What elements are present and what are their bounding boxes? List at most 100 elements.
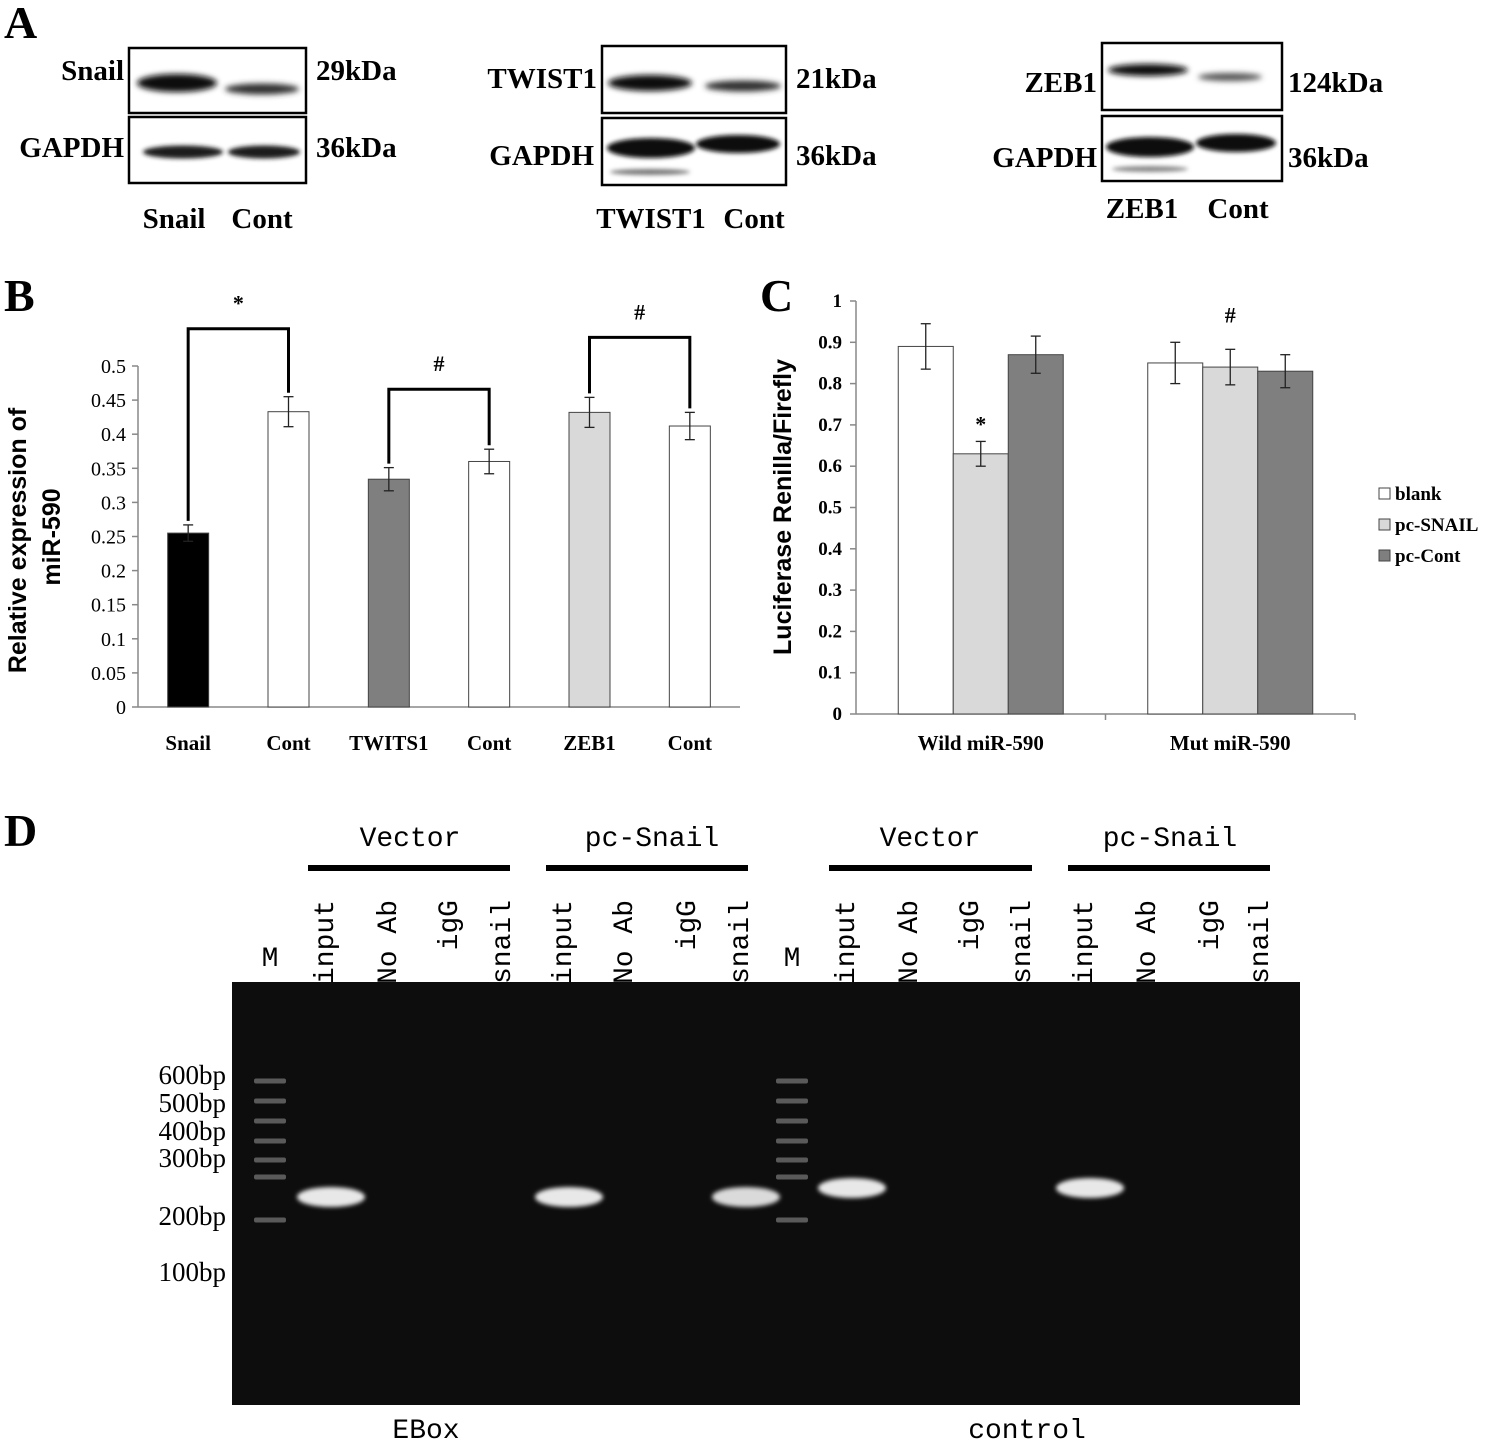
gel-band: [712, 1187, 780, 1207]
gel-ladder-band: [776, 1217, 808, 1223]
chart-b-significance-bracket: [186, 327, 290, 521]
blot-band-faint: [1112, 166, 1188, 172]
gel-group-header: Vector: [360, 824, 461, 855]
blot-twist1: TWIST1 21kDa GAPDH 36kDa TWIST1 Cont: [487, 44, 877, 235]
chart-c-category-label: Wild miR-590: [918, 731, 1044, 755]
chart-c-bar: [1257, 370, 1314, 715]
chart-c-category-label: Mut miR-590: [1170, 731, 1291, 755]
chart-b-bar: [267, 411, 310, 708]
chart-b-ytick-label: 0.1: [101, 629, 126, 651]
gel-lane-label: No Ab: [1133, 900, 1164, 984]
blot-target-label: TWIST1: [487, 63, 597, 95]
gel-lane-label: No Ab: [895, 900, 926, 984]
gel-lane-label: snail: [1246, 900, 1277, 984]
gel-ladder-band: [776, 1157, 808, 1163]
blot-band: [228, 145, 300, 159]
gel-lane-label: igG: [673, 900, 704, 950]
gel-lane-label: input: [549, 900, 580, 984]
chart-c-ytick-label: 0.6: [818, 456, 842, 477]
chart-c-bar: [1007, 354, 1064, 715]
gel-band: [535, 1187, 603, 1207]
chart-c-ytick-label: 0.1: [818, 663, 842, 684]
gel-lane-label: snail: [726, 900, 757, 984]
chart-b-ylabel-line1: Relative expression of: [4, 407, 32, 673]
chart-b-category-label: TWITS1: [349, 731, 428, 755]
gel-ladder-band: [254, 1118, 286, 1124]
blot-target-label: Snail: [61, 55, 124, 87]
panel-d: Vector pc-Snail Vector pc-Snail M input No Ab i…: [159, 824, 1300, 1441]
gel-lane-label: snail: [1008, 900, 1039, 984]
gel-lane-label: snail: [488, 900, 519, 984]
chart-b-significance-label: #: [434, 351, 445, 376]
blot-control-label: GAPDH: [489, 140, 594, 172]
chart-b-ytick-label: 0.4: [101, 424, 126, 446]
gel-lane-label: igG: [956, 900, 987, 950]
blot-band: [143, 145, 223, 159]
chart-b-bar: [468, 460, 511, 708]
chart-c-legend-label: pc-Cont: [1395, 546, 1461, 567]
chart-b-ytick-label: 0.15: [91, 595, 126, 617]
gel-size-label: 500bp: [159, 1088, 227, 1118]
gel-ladder-band: [776, 1138, 808, 1144]
panel-label-b: B: [4, 270, 35, 321]
chart-b-ytick-label: 0: [116, 697, 126, 719]
gel-marker-label: M: [262, 944, 279, 975]
chart-b-bar: [167, 532, 210, 708]
gel-lane-label: igG: [435, 900, 466, 950]
blot-band: [225, 83, 299, 95]
chart-c-ytick-label: 0.9: [818, 332, 842, 353]
blot-band: [1108, 64, 1188, 76]
gel-ladder-band: [254, 1217, 286, 1223]
chart-b-ytick-label: 0.05: [91, 663, 126, 685]
chart-b-ytick-label: 0.45: [91, 390, 126, 412]
blot-lane-label: Snail: [143, 203, 206, 235]
chart-c-ytick-label: 1: [833, 291, 843, 312]
blot-lane-label: Cont: [1207, 193, 1269, 225]
chart-c-ylabel: Luciferase Renilla/Firefly: [769, 359, 797, 655]
blot-target-kda: 124kDa: [1288, 67, 1384, 99]
panel-label-a: A: [4, 0, 37, 48]
gel-size-label: 200bp: [159, 1201, 227, 1231]
gel-group-header: pc-Snail: [1103, 824, 1237, 855]
chart-c-ytick-label: 0: [833, 704, 843, 725]
blot-band: [705, 80, 781, 92]
blot-lane-label: Cont: [231, 203, 293, 235]
chart-c-legend-swatch: [1378, 487, 1391, 500]
blot-band-faint: [610, 169, 690, 175]
chart-b-bar: [568, 411, 611, 708]
chart-c-bar: [1147, 362, 1204, 715]
chart-c-bar: [897, 345, 954, 715]
gel-ladder-band: [776, 1118, 808, 1124]
gel-ladder-band: [254, 1157, 286, 1163]
chart-c-bar: [952, 453, 1009, 715]
panel-label-d: D: [4, 805, 37, 856]
chart-b-ytick-label: 0.25: [91, 527, 126, 549]
blot-target-kda: 29kDa: [316, 55, 397, 87]
chart-b-ylabel: Relative expression of miR-590: [4, 401, 66, 673]
chart-c-ytick-label: 0.7: [818, 415, 842, 436]
chart-c: Luciferase Renilla/Firefly 0 0.1 0.2 0.3 0.4…: [769, 291, 1478, 755]
chart-c-ytick-label: 0.8: [818, 374, 842, 395]
gel-group-header: Vector: [880, 824, 981, 855]
chart-b-significance-label: *: [233, 291, 244, 316]
blot-snail: Snail 29kDa GAPDH 36kDa Snail Cont: [19, 46, 397, 235]
gel-band: [297, 1187, 365, 1207]
gel-lane-label: No Ab: [374, 900, 405, 984]
gel-band: [818, 1178, 886, 1198]
chart-c-annotation: *: [975, 411, 986, 436]
gel-name-label: control: [968, 1416, 1086, 1441]
gel-lane-label: No Ab: [610, 900, 641, 984]
chart-b-category-label: ZEB1: [563, 731, 616, 755]
gel-size-label: 600bp: [159, 1060, 227, 1090]
blot-lane-label: ZEB1: [1106, 193, 1179, 225]
gel-band: [1056, 1178, 1124, 1198]
panel-a: Snail 29kDa GAPDH 36kDa Snail Cont TWIST…: [19, 41, 1384, 235]
chart-c-ytick-label: 0.4: [818, 539, 842, 560]
chart-b-ytick-label: 0.3: [101, 492, 126, 514]
gel-lane-label: input: [832, 900, 863, 984]
gel-marker-label: M: [784, 944, 801, 975]
chart-b-bar: [367, 478, 410, 708]
blot-zeb1: ZEB1 124kDa GAPDH 36kDa ZEB1 Cont: [992, 41, 1384, 225]
gel-lane-label: igG: [1196, 900, 1227, 950]
